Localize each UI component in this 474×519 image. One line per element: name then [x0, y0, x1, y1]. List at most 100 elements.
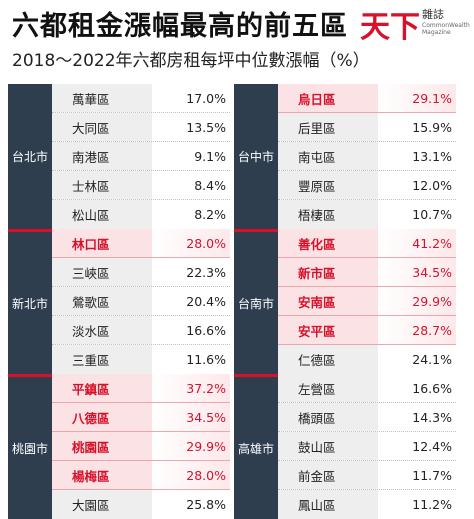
logo-english-text: CommonWealth Magazine	[422, 22, 470, 36]
table-row: 新市區 34.5%	[278, 258, 456, 287]
increase-value: 24.1%	[412, 352, 452, 367]
district-name: 南屯區	[278, 142, 378, 170]
increase-value: 11.7%	[412, 467, 452, 483]
district-name: 鳳山區	[278, 490, 378, 519]
district-name: 三峽區	[52, 258, 152, 286]
city-label: 台北市	[8, 84, 52, 229]
increase-value: 17.0%	[186, 90, 226, 106]
district-name: 左營區	[278, 374, 378, 402]
table-row: 士林區 8.4%	[52, 171, 230, 200]
table-row: 大同區 13.5%	[52, 113, 230, 142]
increase-value: 29.9%	[152, 432, 230, 460]
table-row: 楊梅區 28.0%	[52, 461, 230, 490]
table-row: 左營區 16.6%	[278, 374, 456, 403]
table-row: 梧棲區 10.7%	[278, 200, 456, 229]
district-name: 八德區	[52, 403, 152, 431]
district-name: 桃園區	[52, 432, 152, 460]
district-name: 大園區	[52, 490, 152, 519]
increase-value: 28.0%	[152, 461, 230, 489]
increase-value: 13.1%	[412, 148, 452, 164]
district-name: 士林區	[52, 171, 152, 199]
city-label: 高雄市	[234, 374, 278, 519]
increase-value: 11.2%	[412, 497, 452, 512]
increase-value: 12.0%	[412, 177, 452, 193]
table-row: 萬華區 17.0%	[52, 84, 230, 113]
logo-sub-text: 雜誌	[422, 8, 444, 21]
increase-value: 25.8%	[186, 497, 226, 512]
district-name: 松山區	[52, 200, 152, 229]
district-name: 淡水區	[52, 316, 152, 344]
district-name: 后里區	[278, 113, 378, 141]
table-row: 豐原區 12.0%	[278, 171, 456, 200]
commonwealth-logo: 天下 雜誌 CommonWealth Magazine	[360, 2, 472, 46]
city-group: 台北市 萬華區 17.0% 大同區 13.5% 南港區 9.1% 士林區 8.4% 松山區 8.2%	[8, 84, 230, 229]
table-row: 平鎮區 37.2%	[52, 374, 230, 403]
district-name: 善化區	[278, 229, 378, 257]
logo-main-text: 天下	[360, 10, 420, 45]
increase-value: 8.2%	[194, 207, 226, 222]
table-row: 八德區 34.5%	[52, 403, 230, 432]
increase-value: 20.4%	[186, 293, 226, 309]
district-name: 萬華區	[52, 84, 152, 112]
city-label: 台中市	[234, 84, 278, 229]
table-row: 前金區 11.7%	[278, 461, 456, 490]
increase-value: 10.7%	[412, 207, 452, 222]
table-row: 烏日區 29.1%	[278, 84, 456, 113]
table-row: 鼓山區 12.4%	[278, 432, 456, 461]
table-row: 南港區 9.1%	[52, 142, 230, 171]
district-name: 烏日區	[278, 84, 378, 112]
increase-value: 16.6%	[412, 380, 452, 396]
district-name: 安南區	[278, 287, 378, 315]
city-group: 高雄市 左營區 16.6% 橋頭區 14.3% 鼓山區 12.4% 前金區 11.7% 鳳山區 11…	[234, 374, 456, 519]
city-group: 台南市 善化區 41.2% 新市區 34.5% 安南區 29.9% 安平區 28.7% 仁德區 24…	[234, 229, 456, 374]
city-label: 台南市	[234, 229, 278, 374]
table-row: 淡水區 16.6%	[52, 316, 230, 345]
increase-value: 28.7%	[378, 316, 456, 344]
district-name: 豐原區	[278, 171, 378, 199]
table-row: 鳳山區 11.2%	[278, 490, 456, 519]
increase-value: 28.0%	[152, 229, 230, 257]
table-row: 大園區 25.8%	[52, 490, 230, 519]
table-row: 安南區 29.9%	[278, 287, 456, 316]
increase-value: 34.5%	[152, 403, 230, 431]
page-subtitle: 2018～2022年六都房租每坪中位數漲幅（%）	[12, 51, 370, 71]
left-panel: 台北市 萬華區 17.0% 大同區 13.5% 南港區 9.1% 士林區 8.4% 松山區 8.2%…	[8, 84, 230, 519]
table-row: 三峽區 22.3%	[52, 258, 230, 287]
district-name: 南港區	[52, 142, 152, 170]
district-name: 鼓山區	[278, 432, 378, 460]
table-row: 松山區 8.2%	[52, 200, 230, 229]
page-title: 六都租金漲幅最高的前五區	[12, 11, 348, 42]
increase-value: 14.3%	[412, 409, 452, 425]
district-name: 三重區	[52, 345, 152, 374]
table-row: 三重區 11.6%	[52, 345, 230, 374]
district-name: 梧棲區	[278, 200, 378, 229]
district-name: 楊梅區	[52, 461, 152, 489]
table-row: 鶯歌區 20.4%	[52, 287, 230, 316]
city-group: 新北市 林口區 28.0% 三峽區 22.3% 鶯歌區 20.4% 淡水區 16.6% 三重區 11…	[8, 229, 230, 374]
increase-value: 9.1%	[194, 148, 226, 164]
district-name: 橋頭區	[278, 403, 378, 431]
increase-value: 12.4%	[412, 438, 452, 454]
increase-value: 11.6%	[186, 352, 226, 367]
district-name: 林口區	[52, 229, 152, 257]
city-group: 桃園市 平鎮區 37.2% 八德區 34.5% 桃園區 29.9% 楊梅區 28.0% 大園區 25…	[8, 374, 230, 519]
table-row: 仁德區 24.1%	[278, 345, 456, 374]
increase-value: 8.4%	[194, 177, 226, 193]
increase-value: 13.5%	[186, 119, 226, 135]
table-row: 后里區 15.9%	[278, 113, 456, 142]
table-row: 南屯區 13.1%	[278, 142, 456, 171]
increase-value: 16.6%	[186, 322, 226, 338]
city-label: 新北市	[8, 229, 52, 374]
increase-value: 37.2%	[152, 374, 230, 402]
district-name: 仁德區	[278, 345, 378, 374]
city-group: 台中市 烏日區 29.1% 后里區 15.9% 南屯區 13.1% 豐原區 12.0% 梧棲區 10…	[234, 84, 456, 229]
district-name: 前金區	[278, 461, 378, 489]
increase-value: 29.1%	[378, 84, 456, 112]
table-row: 林口區 28.0%	[52, 229, 230, 258]
table-row: 桃園區 29.9%	[52, 432, 230, 461]
city-label: 桃園市	[8, 374, 52, 519]
district-name: 鶯歌區	[52, 287, 152, 315]
district-name: 安平區	[278, 316, 378, 344]
increase-value: 22.3%	[186, 264, 226, 280]
table-row: 橋頭區 14.3%	[278, 403, 456, 432]
